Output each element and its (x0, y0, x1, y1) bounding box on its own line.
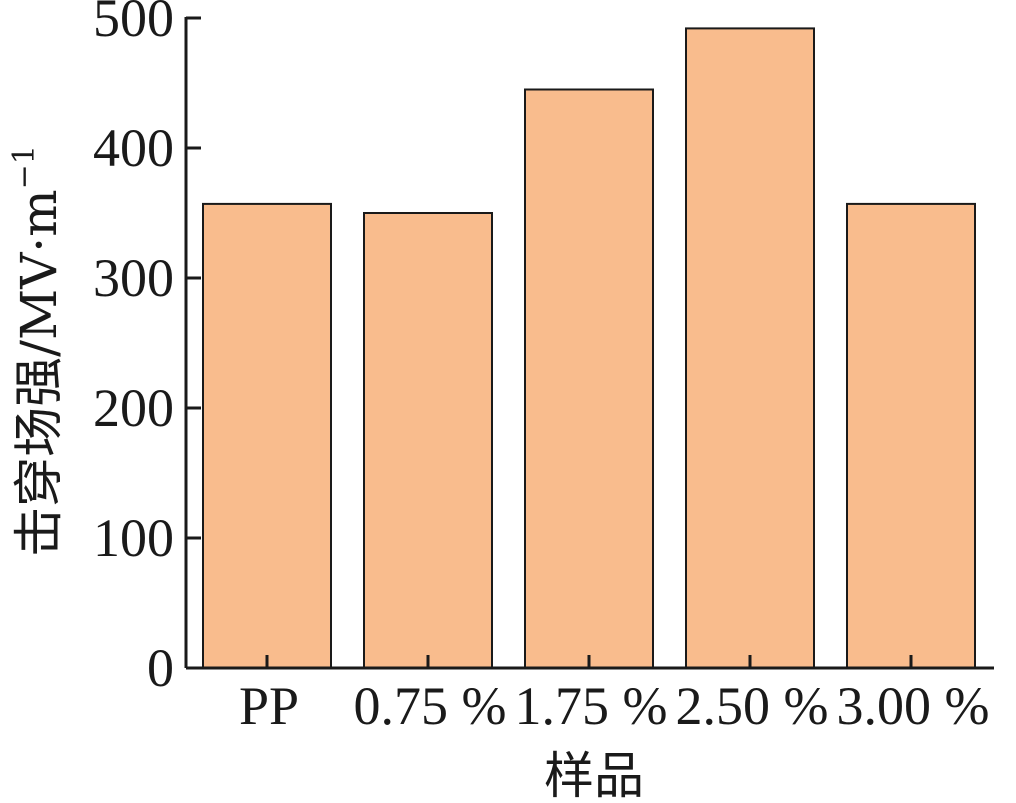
y-tick-label: 200 (93, 378, 174, 438)
y-tick-label: 100 (93, 508, 174, 568)
y-axis-title: 击穿场强/MV·m−1 (7, 145, 68, 557)
bar (846, 202, 976, 669)
y-axis-title-superscript: −1 (7, 145, 42, 189)
y-tick-label: 300 (93, 248, 174, 308)
x-tick-label: PP (239, 676, 299, 736)
y-tick-label: 0 (147, 638, 174, 698)
bar (524, 88, 654, 669)
bar (685, 27, 815, 669)
x-tick-label: 3.00 % (837, 676, 990, 736)
y-tick-label: 500 (93, 0, 174, 48)
y-tick-label: 400 (93, 118, 174, 178)
x-tick-label: 0.75 % (354, 676, 507, 736)
y-ticks-group: 0 100 200 300 400 500 (93, 0, 201, 698)
y-axis-title-text: 击穿场强/MV·m (10, 189, 68, 556)
x-tick-label: 2.50 % (676, 676, 829, 736)
bars-group (202, 27, 976, 669)
x-tick-label: 1.75 % (515, 676, 668, 736)
x-axis-title: 样品 (544, 747, 644, 803)
bar (202, 202, 332, 669)
bar (363, 212, 493, 669)
x-ticks-group: PP 0.75 % 1.75 % 2.50 % 3.00 % (239, 655, 990, 736)
